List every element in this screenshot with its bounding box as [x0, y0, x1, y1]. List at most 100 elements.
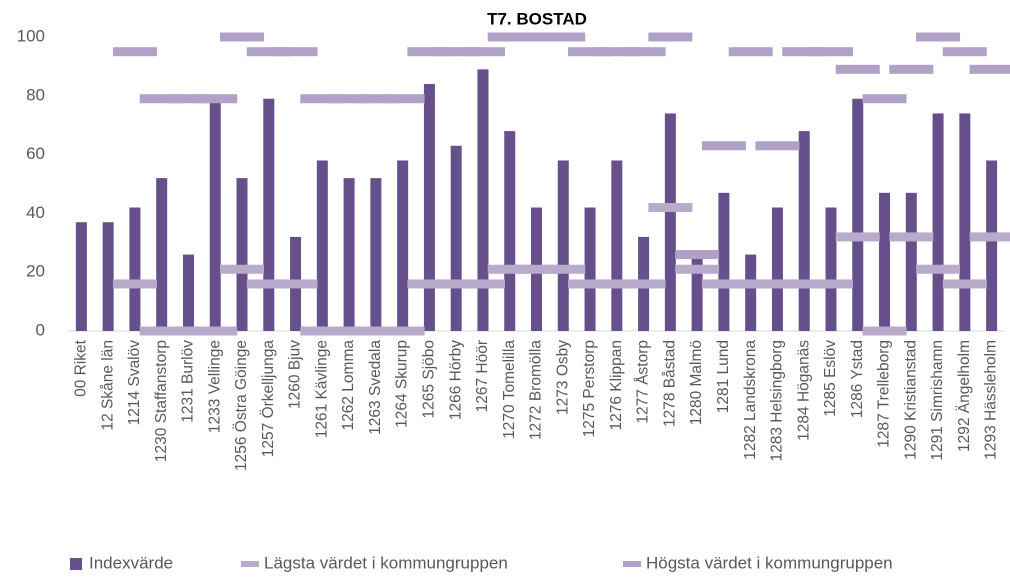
y-tick-label: 80: [26, 85, 45, 104]
range-dash: [862, 326, 907, 336]
bar: [450, 145, 462, 331]
bar: [557, 160, 569, 331]
range-dash: [327, 94, 372, 104]
range-dash: [916, 264, 961, 274]
range-dash: [300, 94, 345, 104]
range-dash: [166, 326, 211, 336]
x-tick-label: 12 Skåne län: [99, 340, 116, 431]
bar: [156, 178, 168, 331]
x-tick-label: 1290 Kristianstad: [902, 340, 919, 460]
bar: [263, 98, 275, 332]
range-dash: [728, 47, 773, 57]
bar: [691, 257, 703, 331]
bar: [504, 131, 516, 331]
x-tick-label: 1275 Perstorp: [581, 340, 598, 437]
x-tick-label: 1214 Svalöv: [126, 340, 143, 426]
bar: [423, 84, 435, 331]
range-dash: [675, 264, 720, 274]
range-dash: [273, 47, 318, 57]
bar: [664, 113, 676, 331]
bar: [745, 254, 757, 331]
y-tick-label: 100: [17, 26, 45, 45]
range-dash: [701, 141, 746, 151]
range-dash: [112, 47, 157, 57]
x-tick-label: 00 Riket: [72, 339, 89, 397]
range-dash: [621, 279, 666, 289]
range-dash: [835, 232, 880, 242]
range-dash: [541, 264, 586, 274]
bar: [370, 178, 382, 331]
x-tick-label: 1278 Båstad: [661, 340, 678, 427]
legend-label: Lägsta värdet i kommungruppen: [264, 553, 508, 572]
bar: [236, 178, 248, 331]
range-dash: [568, 47, 613, 57]
range-dash: [327, 326, 372, 336]
x-tick-label: 1260 Bjuv: [287, 340, 304, 409]
x-tick-label: 1280 Malmö: [688, 340, 705, 425]
range-dash: [407, 47, 452, 57]
bar: [905, 192, 917, 331]
bar: [879, 192, 891, 331]
range-dash: [434, 279, 479, 289]
range-dash: [648, 203, 693, 213]
bar: [825, 207, 837, 331]
x-tick-label: 1256 Östra Göinge: [232, 340, 250, 471]
range-dash: [353, 326, 398, 336]
legend-label: Indexvärde: [89, 553, 173, 572]
range-dash: [916, 32, 961, 42]
range-dash: [380, 94, 425, 104]
x-tick-label: 1284 Höganäs: [795, 340, 812, 441]
bar: [477, 69, 489, 331]
x-tick-label: 1273 Osby: [554, 340, 571, 415]
legend-swatch: [70, 558, 82, 570]
range-dash: [193, 326, 238, 336]
bar: [611, 160, 623, 331]
range-dash: [808, 279, 853, 289]
bar: [343, 178, 355, 331]
y-tick-label: 20: [26, 262, 45, 281]
range-dash: [246, 279, 291, 289]
bar: [75, 222, 87, 331]
y-tick-label: 60: [26, 144, 45, 163]
y-tick-label: 40: [26, 203, 45, 222]
range-dash: [380, 326, 425, 336]
range-dash: [460, 279, 505, 289]
range-dash: [701, 279, 746, 289]
bar: [986, 160, 998, 331]
range-dash: [407, 279, 452, 289]
x-tick-label: 1291 Simrishamn: [929, 340, 946, 461]
range-dash: [246, 47, 291, 57]
x-tick-label: 1286 Ystad: [849, 340, 866, 418]
range-dash: [889, 232, 934, 242]
x-tick-label: 1261 Kävlinge: [313, 340, 330, 438]
x-tick-label: 1264 Skurup: [394, 340, 411, 428]
x-tick-label: 1282 Landskrona: [742, 340, 759, 460]
x-tick-label: 1266 Hörby: [447, 340, 464, 420]
bar: [182, 254, 194, 331]
x-tick-label: 1257 Örkelljunga: [259, 340, 277, 458]
range-dash: [541, 32, 586, 42]
x-tick-label: 1263 Svedala: [367, 340, 384, 435]
bar: [102, 222, 114, 331]
range-dash: [835, 64, 880, 74]
bar: [209, 101, 221, 332]
range-dash: [782, 279, 827, 289]
x-tick-label: 1281 Lund: [715, 340, 732, 413]
range-dash: [889, 64, 934, 74]
bar: [397, 160, 409, 331]
range-dash: [782, 47, 827, 57]
x-tick-label: 1265 Sjöbo: [421, 340, 438, 418]
range-dash: [594, 279, 639, 289]
range-dash: [594, 47, 639, 57]
range-dash: [487, 32, 532, 42]
range-dash: [487, 264, 532, 274]
bar: [316, 160, 328, 331]
range-dash: [273, 279, 318, 289]
range-dash: [220, 32, 265, 42]
range-dash: [220, 264, 265, 274]
chart-title: T7. BOSTAD: [487, 9, 587, 28]
x-tick-label: 1267 Höör: [474, 340, 491, 412]
x-tick-label: 1277 Åstorp: [635, 340, 652, 424]
x-tick-label: 1276 Klippan: [608, 340, 625, 431]
